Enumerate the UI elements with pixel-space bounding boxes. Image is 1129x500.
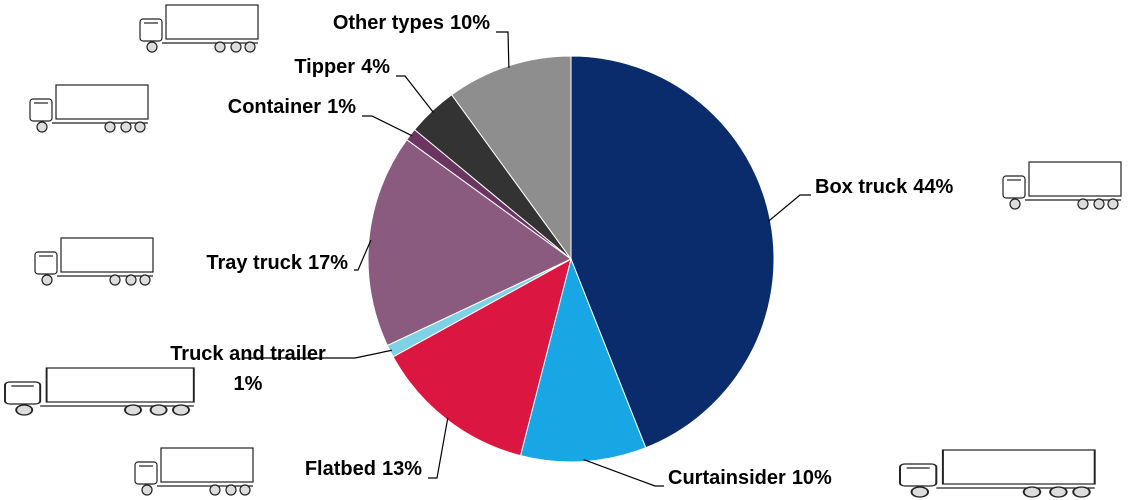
slice-label: Tipper 4%	[294, 56, 390, 78]
truck-icon	[1002, 161, 1122, 210]
slice-label-value: 10%	[450, 12, 490, 34]
slice-label-name: Container	[228, 96, 322, 118]
truck-icon	[29, 84, 149, 133]
slice-label-value: 17%	[308, 252, 348, 274]
slice-label: Tray truck 17%	[206, 252, 348, 274]
leader-line	[583, 459, 664, 487]
truck-icon	[34, 237, 154, 286]
leader-line	[496, 31, 510, 68]
leader-line	[244, 349, 393, 359]
leader-line	[428, 417, 449, 479]
truck-icon	[4, 367, 195, 416]
slice-label: Other types 10%	[333, 12, 490, 34]
pie-slice	[392, 258, 572, 457]
slice-label-name: Curtainsider	[668, 467, 786, 489]
slice-label-value: 4%	[361, 56, 390, 78]
leader-line	[396, 75, 434, 113]
pie-slice	[519, 257, 647, 463]
slice-label-value: 44%	[913, 176, 953, 198]
pie-slice	[367, 138, 572, 347]
slice-label-value: 1%	[327, 96, 356, 118]
slice-label-name: Other types	[333, 12, 444, 34]
slice-label-name: Tipper	[294, 56, 355, 78]
slice-label: Container 1%	[228, 96, 356, 118]
slice-label-name: Truck and trailer	[170, 343, 326, 365]
slice-label: Truck and trailer 1%	[170, 343, 326, 395]
slice-label-name: Tray truck	[206, 252, 302, 274]
slice-label-value: 10%	[792, 467, 832, 489]
truck-icon	[899, 449, 1096, 498]
slice-label: Box truck 44%	[815, 176, 953, 198]
slice-label-value: 1%	[234, 373, 263, 395]
truck-icon	[139, 4, 259, 53]
leader-line	[354, 239, 372, 271]
slice-label-name: Box truck	[815, 176, 908, 198]
truck-icon	[134, 447, 254, 496]
slice-label-name: Flatbed	[305, 458, 376, 480]
pie-slice	[570, 55, 775, 449]
leader-line	[362, 115, 413, 137]
leader-line	[768, 194, 811, 222]
slice-label: Flatbed 13%	[305, 458, 422, 480]
slice-label: Curtainsider 10%	[668, 467, 832, 489]
slice-label-value: 13%	[382, 458, 422, 480]
